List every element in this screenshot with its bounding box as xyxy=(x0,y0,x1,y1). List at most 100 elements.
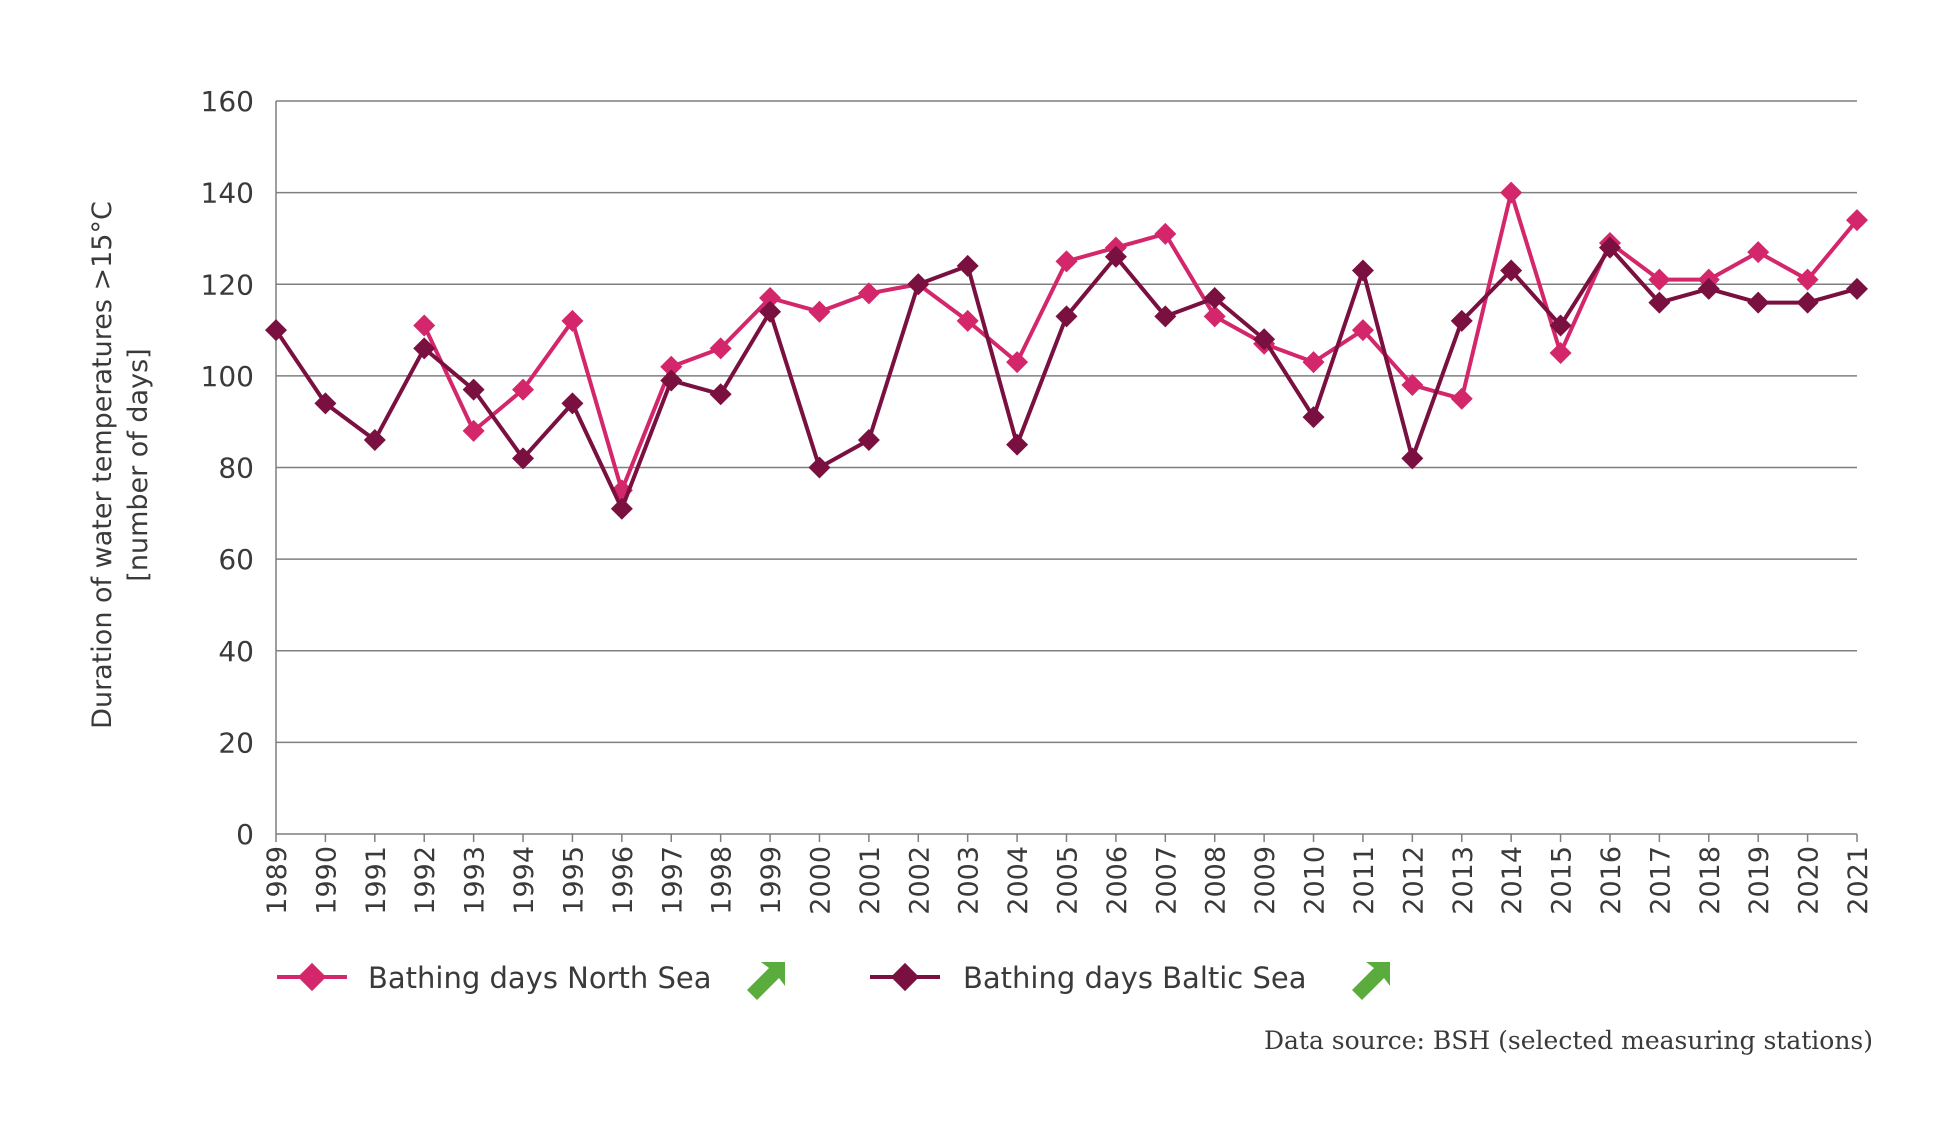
data-point-baltic-sea-1997 xyxy=(660,369,683,392)
legend-label-baltic-sea: Bathing days Baltic Sea xyxy=(963,961,1306,995)
y-tick-label: 40 xyxy=(218,635,254,668)
data-point-baltic-sea-1990 xyxy=(314,392,337,415)
x-tick-label: 2017 xyxy=(1645,846,1676,915)
x-tick-label: 2012 xyxy=(1398,846,1429,915)
data-point-north-sea-2012 xyxy=(1401,374,1424,397)
data-source: Data source: BSH (selected measuring sta… xyxy=(1264,1026,1873,1055)
data-point-north-sea-2005 xyxy=(1055,250,1078,273)
x-tick-label: 1992 xyxy=(410,846,441,915)
data-point-baltic-sea-1994 xyxy=(512,447,535,470)
y-tick-label: 80 xyxy=(218,452,254,485)
x-tick-label: 2009 xyxy=(1250,846,1281,915)
data-point-baltic-sea-1999 xyxy=(759,300,782,323)
data-point-north-sea-2003 xyxy=(956,309,979,332)
x-tick-label: 2016 xyxy=(1596,846,1627,915)
x-tick-label: 1998 xyxy=(707,846,738,915)
x-tick-label: 2014 xyxy=(1497,846,1528,915)
x-tick-label: 2020 xyxy=(1794,846,1825,915)
data-point-north-sea-2014 xyxy=(1500,181,1523,204)
x-tick-label: 2000 xyxy=(805,846,836,915)
x-tick-label: 2003 xyxy=(954,846,985,915)
data-point-baltic-sea-2005 xyxy=(1055,305,1078,328)
x-tick-label: 2019 xyxy=(1744,846,1775,915)
y-tick-label: 100 xyxy=(201,360,254,393)
data-point-north-sea-2008 xyxy=(1203,305,1226,328)
series xyxy=(265,181,1868,520)
legend-marker-north-sea xyxy=(297,962,327,992)
x-tick-label: 1989 xyxy=(262,846,293,915)
x-tick-label: 1996 xyxy=(608,846,639,915)
data-point-baltic-sea-2004 xyxy=(1006,433,1029,456)
trend-up-arrow-icon xyxy=(1352,962,1390,1000)
x-tick-label: 2015 xyxy=(1547,846,1578,915)
data-point-north-sea-2000 xyxy=(808,300,831,323)
data-point-baltic-sea-2006 xyxy=(1104,245,1127,268)
data-point-north-sea-2019 xyxy=(1747,241,1770,264)
data-point-baltic-sea-1991 xyxy=(363,429,386,452)
y-tick-label: 0 xyxy=(236,818,254,851)
y-tick-labels: 0 20 40 60 80 100 120 140 160 xyxy=(201,85,254,851)
x-tick-label: 2005 xyxy=(1053,846,1084,915)
y-tick-label: 20 xyxy=(218,726,254,759)
x-tick-label: 2008 xyxy=(1201,846,1232,915)
legend-marker-baltic-sea xyxy=(890,962,920,992)
data-point-baltic-sea-2021 xyxy=(1846,277,1868,300)
data-point-north-sea-2007 xyxy=(1154,222,1177,245)
data-point-baltic-sea-2000 xyxy=(808,456,831,479)
data-point-north-sea-1995 xyxy=(561,309,584,332)
grid-lines xyxy=(276,100,1857,744)
data-point-baltic-sea-1992 xyxy=(413,337,436,360)
data-point-baltic-sea-1989 xyxy=(265,319,287,342)
x-tick-label: 2018 xyxy=(1695,846,1726,915)
x-tick-label: 2001 xyxy=(855,846,886,915)
x-tick-label: 2006 xyxy=(1102,846,1133,915)
data-point-baltic-sea-2017 xyxy=(1648,291,1671,314)
x-tick-label: 2007 xyxy=(1151,846,1182,915)
data-point-north-sea-2001 xyxy=(857,282,880,305)
data-point-north-sea-2021 xyxy=(1846,209,1868,232)
x-tick-label: 1997 xyxy=(657,846,688,915)
y-tick-label: 140 xyxy=(201,177,254,210)
series-north-sea xyxy=(413,181,1868,502)
data-point-baltic-sea-2013 xyxy=(1450,309,1473,332)
data-point-baltic-sea-2008 xyxy=(1203,286,1226,309)
series-line-baltic-sea xyxy=(274,245,1858,511)
trend-up-arrow-icon xyxy=(747,962,785,1000)
data-point-baltic-sea-2018 xyxy=(1697,277,1720,300)
axes xyxy=(275,101,1858,842)
data-point-baltic-sea-2010 xyxy=(1302,406,1325,429)
data-point-baltic-sea-2015 xyxy=(1549,314,1572,337)
data-point-baltic-sea-2001 xyxy=(857,429,880,452)
data-point-north-sea-1993 xyxy=(462,419,485,442)
data-point-baltic-sea-2002 xyxy=(907,273,930,296)
data-point-baltic-sea-2020 xyxy=(1796,291,1819,314)
y-tick-label: 160 xyxy=(201,85,254,118)
data-point-baltic-sea-1998 xyxy=(709,383,732,406)
data-point-baltic-sea-1996 xyxy=(610,497,633,520)
data-point-north-sea-2004 xyxy=(1006,351,1029,374)
data-point-baltic-sea-2016 xyxy=(1598,236,1621,259)
data-point-baltic-sea-2019 xyxy=(1747,291,1770,314)
data-point-north-sea-2013 xyxy=(1450,387,1473,410)
data-point-north-sea-1999 xyxy=(759,286,782,309)
x-tick-label: 1994 xyxy=(509,846,540,915)
x-tick-labels: 1989 1990 1991 1992 1993 1994 1995 1996 1997 1998… xyxy=(262,846,1874,915)
data-point-north-sea-2011 xyxy=(1351,319,1374,342)
x-tick-label: 1995 xyxy=(558,846,589,915)
x-tick-label: 2002 xyxy=(904,846,935,915)
x-tick-label: 1990 xyxy=(311,846,342,915)
legend-item-north-sea: Bathing days North Sea xyxy=(277,961,785,1000)
data-point-baltic-sea-2007 xyxy=(1154,305,1177,328)
x-tick-label: 2004 xyxy=(1003,846,1034,915)
data-point-north-sea-2017 xyxy=(1648,268,1671,291)
data-point-baltic-sea-2009 xyxy=(1253,328,1276,351)
legend-label-north-sea: Bathing days North Sea xyxy=(368,961,712,995)
x-tick-label: 1999 xyxy=(756,846,787,915)
data-point-baltic-sea-2011 xyxy=(1351,259,1374,282)
x-tick-label: 2011 xyxy=(1349,846,1380,915)
data-point-north-sea-1992 xyxy=(413,314,436,337)
y-tick-label: 120 xyxy=(201,268,254,301)
series-baltic-sea xyxy=(265,236,1868,520)
y-axis-label-line1: Duration of water temperatures >15°C xyxy=(87,201,118,729)
